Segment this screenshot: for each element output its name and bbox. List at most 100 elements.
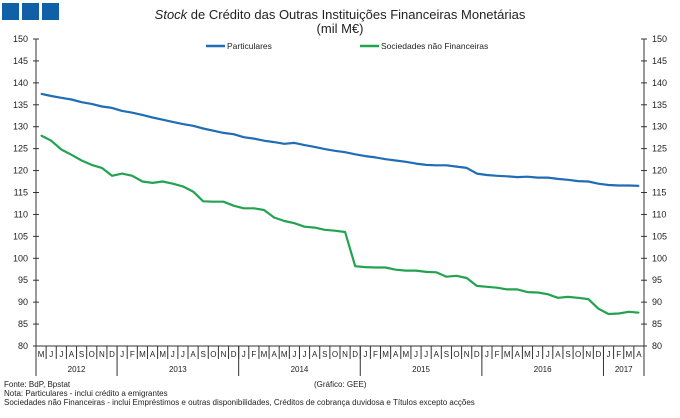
legend: Particulares Sociedades não Financeiras	[206, 41, 488, 51]
data-point	[607, 313, 610, 315]
data-point	[101, 105, 103, 108]
data-point	[445, 164, 447, 166]
data-point	[385, 158, 387, 160]
data-point	[638, 185, 640, 187]
data-point	[506, 175, 508, 177]
data-point	[496, 175, 498, 177]
y-tick-label: 90	[18, 297, 28, 307]
month-label: J	[303, 350, 307, 359]
data-point	[81, 101, 83, 103]
month-label: F	[373, 350, 378, 359]
month-label: S	[79, 350, 84, 359]
y-tick-label: 105	[652, 231, 667, 241]
data-point	[486, 286, 488, 288]
month-label: O	[89, 350, 95, 359]
month-label: F	[130, 350, 135, 359]
data-point	[253, 137, 255, 140]
month-label: A	[393, 350, 399, 359]
data-point	[526, 176, 529, 178]
month-label: D	[231, 350, 237, 359]
data-point	[618, 184, 620, 187]
month-label: A	[190, 350, 196, 359]
data-point	[314, 146, 316, 148]
y-tick-label: 95	[18, 275, 28, 285]
month-label: F	[495, 350, 500, 359]
chart-subtitle: (mil M€)	[317, 21, 364, 36]
month-label: A	[312, 350, 318, 359]
note-particulares: Nota: Particulares - inclui crédito a em…	[4, 389, 168, 398]
data-point	[344, 151, 346, 153]
y-tick-label: 135	[13, 100, 28, 110]
y-tick-label: 135	[652, 100, 667, 110]
data-point	[455, 166, 458, 168]
data-point	[628, 184, 630, 187]
y-tick-label: 85	[652, 319, 662, 329]
data-point	[466, 277, 468, 279]
note-sociedades: Sociedades não Financeiras - inclui Empr…	[4, 398, 475, 407]
legend-label: Particulares	[227, 41, 272, 51]
data-point	[364, 155, 366, 157]
data-point	[628, 311, 630, 313]
data-point	[233, 205, 235, 207]
logo-square	[2, 3, 19, 20]
data-point	[557, 297, 559, 299]
data-point	[526, 291, 529, 293]
data-point	[425, 271, 427, 273]
month-label: S	[565, 350, 570, 359]
month-label: A	[434, 350, 440, 359]
data-point	[202, 127, 204, 130]
month-label: S	[201, 350, 206, 359]
data-point	[91, 164, 93, 166]
data-point	[141, 180, 143, 183]
data-point	[314, 226, 316, 229]
year-label: 2017	[615, 365, 633, 374]
data-point	[486, 174, 488, 176]
month-label: O	[453, 350, 459, 359]
y-tick-label: 110	[652, 209, 666, 219]
data-point	[405, 269, 407, 272]
data-point	[81, 159, 83, 162]
y-tick-label: 140	[652, 78, 667, 88]
data-point	[131, 112, 133, 114]
month-label: J	[607, 350, 611, 359]
data-point	[557, 178, 559, 180]
data-point	[334, 150, 336, 152]
year-label: 2015	[412, 365, 430, 374]
month-label: D	[474, 350, 480, 359]
data-point	[567, 179, 569, 181]
data-point	[516, 288, 518, 291]
month-label: M	[38, 350, 45, 359]
month-label: N	[585, 350, 591, 359]
month-label: F	[616, 350, 621, 359]
series-line-sociedades	[40, 134, 639, 316]
data-point	[202, 200, 204, 202]
month-label: J	[414, 350, 418, 359]
y-tick-label: 115	[652, 188, 666, 198]
data-point	[506, 288, 508, 291]
data-point	[60, 148, 62, 151]
data-point	[385, 266, 387, 269]
year-label: 2014	[291, 365, 309, 374]
y-tick-label: 115	[14, 188, 28, 198]
data-point	[212, 130, 214, 132]
month-label: F	[251, 350, 256, 359]
y-tick-label: 125	[652, 144, 667, 154]
month-label: N	[221, 350, 227, 359]
month-label: O	[575, 350, 581, 359]
data-point	[303, 226, 306, 228]
data-point	[607, 184, 610, 186]
logo-square	[22, 3, 39, 20]
source-note: Fonte: BdP, Bpstat	[4, 380, 71, 389]
data-point	[597, 308, 600, 310]
month-label: A	[555, 350, 561, 359]
month-label: J	[171, 350, 175, 359]
month-label: M	[504, 350, 511, 359]
data-point	[455, 275, 458, 277]
data-point	[50, 140, 52, 142]
data-point	[344, 231, 346, 233]
data-point	[121, 110, 123, 112]
year-label: 2013	[169, 365, 187, 374]
data-point	[222, 201, 225, 203]
y-tick-label: 130	[652, 122, 667, 132]
